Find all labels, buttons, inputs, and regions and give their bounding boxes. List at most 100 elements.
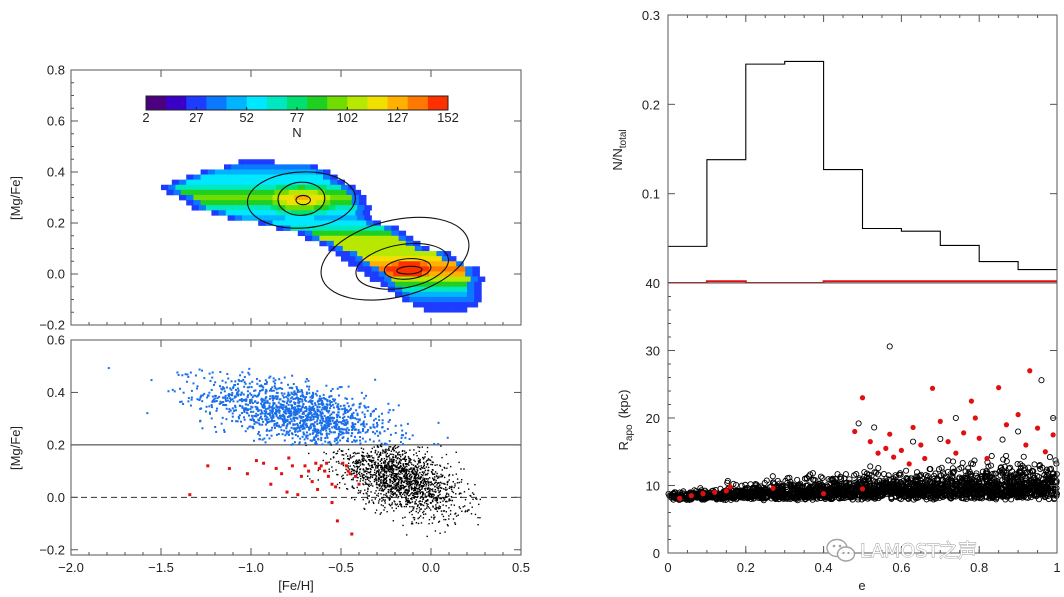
high-alpha-point (182, 391, 185, 394)
high-alpha-point (316, 405, 319, 408)
low-alpha-point (344, 483, 346, 485)
high-alpha-point (321, 443, 324, 446)
high-alpha-point (336, 406, 339, 409)
low-alpha-point (444, 531, 446, 533)
low-alpha-point (415, 473, 418, 475)
low-alpha-point (391, 467, 393, 469)
high-alpha-point (303, 438, 306, 441)
low-alpha-point (364, 470, 366, 472)
high-alpha-point (254, 389, 257, 392)
low-alpha-point (368, 483, 370, 485)
low-alpha-point (417, 478, 419, 480)
low-alpha-point (422, 479, 425, 481)
low-alpha-point (330, 444, 332, 446)
density-cell (420, 302, 428, 308)
low-alpha-point (398, 458, 401, 460)
low-alpha-point (384, 482, 386, 485)
low-alpha-point (402, 493, 404, 496)
low-alpha-point (366, 490, 369, 493)
high-alpha-point (316, 408, 319, 411)
low-alpha-point (378, 472, 380, 474)
high-alpha-point (277, 433, 280, 436)
low-alpha-point (454, 513, 456, 515)
low-alpha-point (425, 481, 428, 483)
high-alpha-point (214, 394, 217, 397)
high-alpha-point (300, 389, 303, 392)
low-alpha-point (439, 507, 441, 510)
low-alpha-point (363, 476, 365, 479)
low-alpha-point (414, 486, 416, 488)
low-alpha-point (414, 477, 417, 480)
low-alpha-point (416, 481, 419, 484)
selected-point (307, 469, 311, 473)
low-alpha-point (408, 488, 410, 490)
high-alpha-point (232, 386, 235, 389)
low-alpha-point (394, 456, 397, 459)
high-alpha-point (192, 382, 195, 385)
high-alpha-point (237, 415, 240, 418)
density-cell (335, 245, 344, 252)
high-alpha-point (264, 423, 267, 426)
low-alpha-point (403, 475, 405, 478)
high-alpha-point (279, 403, 282, 406)
high-alpha-point (401, 429, 404, 432)
density-cell (377, 235, 385, 242)
high-alpha-point (366, 409, 369, 412)
density-cell (458, 271, 466, 277)
low-alpha-point (400, 491, 403, 494)
low-alpha-point (415, 480, 417, 483)
high-alpha-point (285, 427, 288, 430)
density-cell (189, 184, 198, 191)
high-alpha-point (300, 417, 303, 420)
low-alpha-point (370, 450, 372, 453)
high-alpha-point (225, 399, 228, 402)
high-alpha-point (351, 416, 354, 419)
low-alpha-point (400, 471, 403, 473)
high-alpha-point (257, 432, 260, 435)
high-alpha-point (259, 385, 262, 388)
density-cell (227, 205, 236, 211)
low-alpha-point (375, 471, 378, 473)
high-alpha-point (240, 380, 243, 383)
high-alpha-point (264, 414, 267, 417)
high-alpha-point (266, 399, 269, 402)
low-alpha-point (422, 474, 424, 477)
low-alpha-point (374, 477, 377, 480)
high-alpha-point (306, 437, 309, 440)
high-alpha-point (281, 418, 284, 421)
high-alpha-point (305, 416, 308, 419)
high-alpha-point (218, 395, 221, 398)
density-cell (251, 194, 259, 201)
low-alpha-point (406, 475, 408, 477)
low-alpha-point (426, 491, 428, 494)
high-alpha-point (173, 390, 176, 393)
high-alpha-point (329, 401, 332, 404)
low-alpha-point (383, 485, 386, 488)
density-cell (377, 230, 385, 237)
high-alpha-point (214, 425, 217, 428)
density-cell (342, 215, 351, 221)
low-alpha-point (384, 451, 386, 454)
low-alpha-point (374, 464, 376, 466)
low-alpha-point (420, 465, 422, 467)
high-alpha-point (271, 409, 274, 412)
high-alpha-point (343, 408, 346, 411)
density-cell (251, 200, 259, 206)
low-alpha-point (446, 483, 449, 486)
high-alpha-point (347, 385, 350, 388)
high-alpha-point (291, 392, 294, 395)
low-alpha-point (386, 468, 389, 470)
low-alpha-point (400, 478, 402, 481)
high-alpha-point (307, 412, 310, 415)
low-alpha-point (366, 468, 368, 470)
low-alpha-point (410, 478, 412, 480)
low-alpha-point (441, 456, 443, 459)
high-alpha-point (314, 428, 317, 431)
low-alpha-point (421, 446, 424, 448)
low-alpha-point (416, 505, 419, 508)
low-alpha-point (337, 460, 340, 463)
low-alpha-point (412, 482, 415, 485)
low-alpha-point (338, 448, 341, 450)
low-alpha-point (371, 461, 373, 464)
low-alpha-point (437, 482, 440, 484)
